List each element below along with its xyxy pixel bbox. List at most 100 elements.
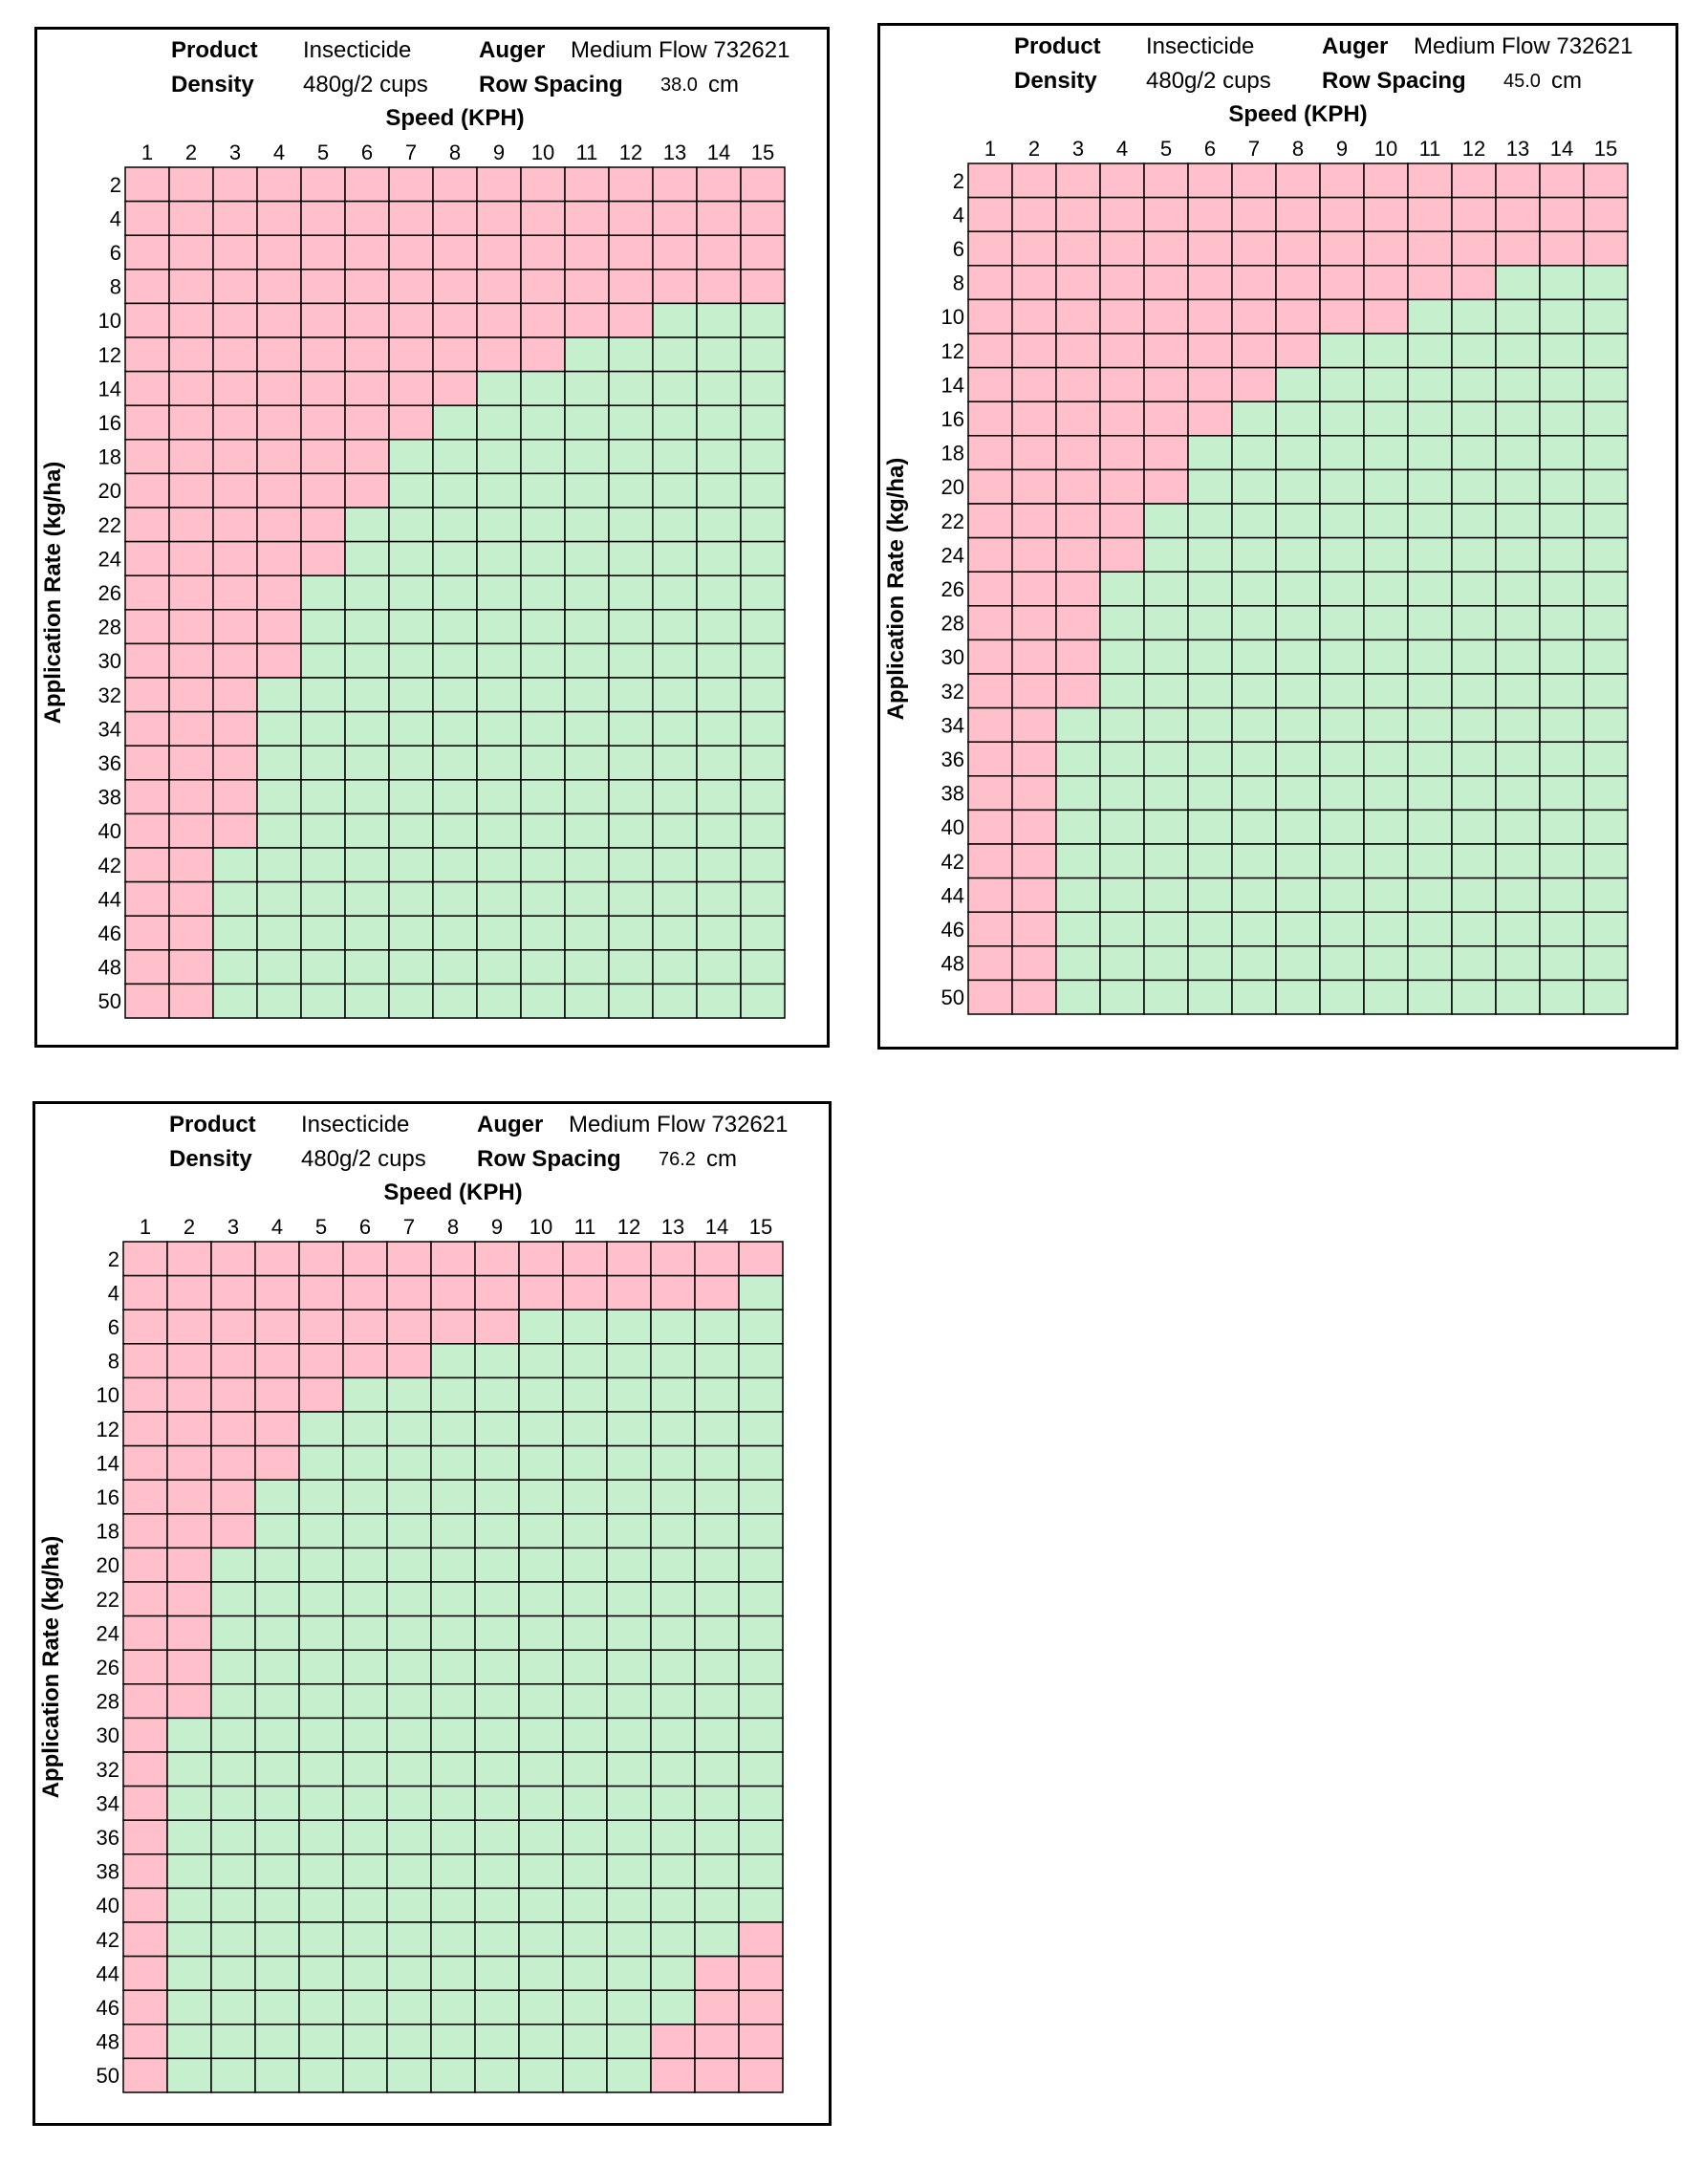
cell-within-range [562,1751,608,1787]
cell-outside-range [124,336,170,373]
cell-within-range [1539,298,1585,335]
cell-within-range [1407,639,1453,675]
cell-within-range [740,983,786,1019]
cell-outside-range [740,166,786,203]
y-tick-label: 36 [941,747,964,771]
cell-within-range [342,1785,388,1821]
cell-outside-range [166,1513,212,1549]
cell-outside-range [1319,196,1365,232]
cell-within-range [694,1547,740,1583]
cell-within-range [694,1444,740,1481]
cell-within-range [562,1853,608,1890]
cell-outside-range [1011,265,1057,301]
auger-label: Auger [1322,33,1389,59]
cell-outside-range [1187,401,1233,437]
cell-outside-range [1275,230,1321,267]
cell-within-range [476,677,522,713]
cell-within-range [1055,877,1101,913]
cell-outside-range [212,302,258,338]
cell-within-range [256,677,302,713]
cell-within-range [1055,911,1101,947]
cell-within-range [166,1785,212,1821]
x-tick-label: 12 [617,1215,640,1239]
cell-within-range [1187,911,1233,947]
cell-within-range [1143,775,1189,812]
cell-within-range [1143,741,1189,777]
cell-within-range [650,1479,696,1515]
cell-outside-range [432,336,478,373]
cell-within-range [432,983,478,1019]
cell-outside-range [694,2057,740,2093]
cell-outside-range [1451,230,1497,267]
cell-outside-range [122,1955,168,1991]
cell-outside-range [168,812,214,849]
cell-outside-range [300,269,346,305]
cell-within-range [696,677,742,713]
cell-within-range [386,1614,432,1651]
cell-within-range [430,1989,476,2025]
cell-within-range [1187,571,1233,607]
cell-outside-range [168,234,214,271]
cell-outside-range [1099,468,1145,505]
cell-outside-range [388,404,434,441]
cell-within-range [210,1614,256,1651]
x-tick-label: 7 [405,141,417,164]
cell-outside-range [430,1241,476,1277]
cell-within-range [1275,536,1321,573]
cell-within-range [1319,571,1365,607]
cell-outside-range [432,302,478,338]
cell-within-range [342,1853,388,1890]
cell-within-range [652,404,698,441]
cell-within-range [562,1479,608,1515]
cell-within-range [1539,945,1585,982]
cell-within-range [518,2024,564,2060]
x-tick-label: 10 [531,141,554,164]
cell-within-range [474,1751,520,1787]
cell-within-range [344,847,390,883]
cell-within-range [474,1683,520,1720]
cell-within-range [606,1513,652,1549]
cell-within-range [1319,401,1365,437]
cell-within-range [1187,877,1233,913]
cell-outside-range [122,1309,168,1345]
cell-outside-range [254,1376,300,1413]
cell-within-range [564,915,610,951]
cell-outside-range [967,775,1013,812]
y-axis-title: Application Rate (kg/ha) [40,462,66,725]
cell-within-range [298,1955,344,1991]
cell-within-range [298,2057,344,2093]
cell-within-range [1275,468,1321,505]
cell-outside-range [168,745,214,781]
cell-within-range [254,1819,300,1855]
row-spacing-value: 76.2 [659,1149,696,1170]
cell-outside-range [168,404,214,441]
cell-outside-range [212,439,258,475]
cell-outside-range [967,605,1013,641]
cell-outside-range [122,2057,168,2093]
cell-within-range [608,812,654,849]
cell-within-range [476,812,522,849]
cell-outside-range [166,1309,212,1345]
y-axis-title: Application Rate (kg/ha) [38,1536,64,1799]
cell-within-range [608,404,654,441]
cell-within-range [650,1785,696,1821]
cell-within-range [1319,843,1365,879]
cell-outside-range [1319,162,1365,199]
cell-within-range [256,745,302,781]
y-tick-label: 20 [98,479,121,503]
cell-within-range [520,812,566,849]
cell-outside-range [256,404,302,441]
cell-within-range [1451,877,1497,913]
cell-outside-range [1055,401,1101,437]
cell-within-range [476,642,522,679]
cell-within-range [562,2057,608,2093]
cell-within-range [300,847,346,883]
row-spacing-unit: cm [1551,68,1582,94]
cell-within-range [608,336,654,373]
cell-outside-range [256,609,302,645]
cell-within-range [564,983,610,1019]
cell-outside-range [168,200,214,236]
cell-within-range [1319,468,1365,505]
cell-within-range [1231,877,1277,913]
cell-within-range [1451,809,1497,845]
